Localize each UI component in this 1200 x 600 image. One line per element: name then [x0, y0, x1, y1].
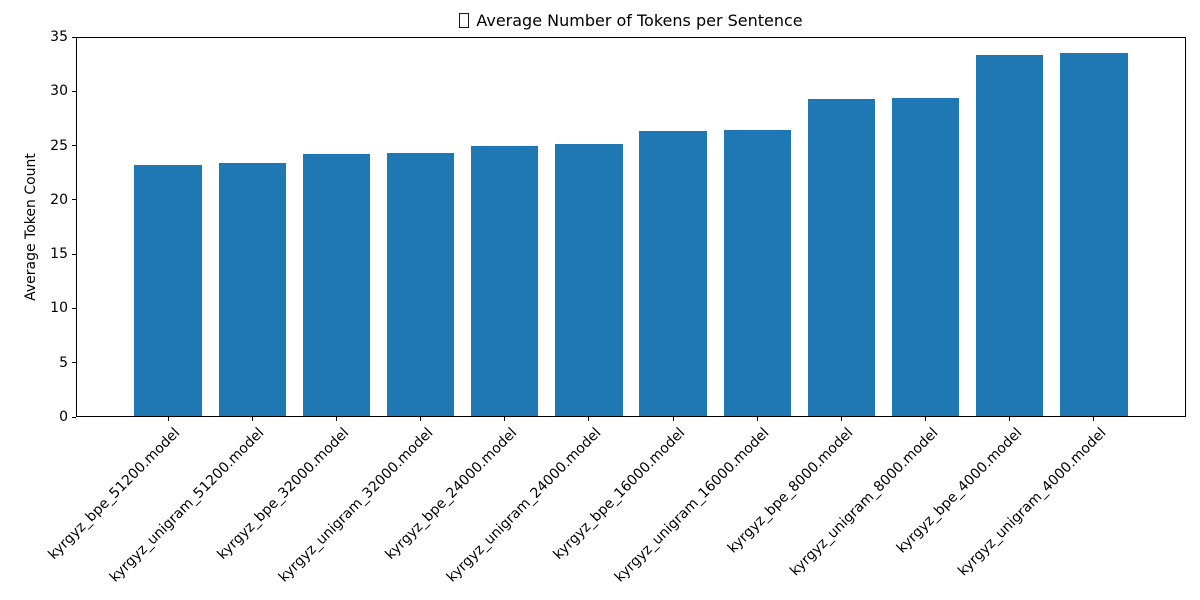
x-tick-label: kyrgyz_unigram_24000.model: [443, 425, 605, 586]
x-tick-mark: [167, 417, 169, 421]
bar: [1060, 53, 1128, 417]
y-tick-label: 20: [50, 191, 68, 208]
bar: [723, 130, 791, 417]
bar: [807, 98, 876, 417]
bar: [218, 162, 286, 417]
y-tick-mark: [72, 253, 76, 255]
x-tick-mark: [251, 417, 253, 421]
y-tick-label: 5: [59, 354, 68, 371]
x-tick-mark: [672, 417, 674, 421]
x-tick-label: kyrgyz_unigram_32000.model: [275, 425, 436, 586]
y-tick-mark: [72, 199, 76, 201]
y-tick-mark: [72, 416, 76, 418]
x-tick-mark: [335, 417, 337, 421]
bar: [386, 153, 455, 417]
bar: [976, 55, 1044, 417]
y-tick-label: 30: [50, 83, 68, 100]
bar: [891, 97, 960, 417]
bar: [134, 165, 202, 417]
x-tick-mark: [756, 417, 758, 421]
chart-title-text: Average Number of Tokens per Sentence: [476, 11, 803, 30]
y-tick-mark: [72, 36, 76, 38]
missing-glyph-icon: [459, 13, 470, 28]
x-tick-mark: [504, 417, 506, 421]
y-tick-mark: [72, 307, 76, 309]
x-tick-mark: [1093, 417, 1095, 421]
y-tick-label: 15: [50, 246, 68, 263]
x-tick-label: kyrgyz_unigram_8000.model: [786, 425, 941, 580]
y-tick-label: 0: [59, 409, 68, 425]
bar: [302, 154, 371, 417]
x-tick-mark: [1009, 417, 1011, 421]
x-tick-label: kyrgyz_unigram_51200.model: [107, 425, 268, 586]
y-tick-mark: [72, 90, 76, 92]
x-tick-label: kyrgyz_bpe_51200.model: [45, 425, 184, 563]
bar: [639, 131, 707, 417]
bar: [555, 144, 623, 417]
x-tick-label: kyrgyz_unigram_16000.model: [612, 425, 773, 586]
x-tick-mark: [840, 417, 842, 421]
y-tick-mark: [72, 145, 76, 147]
x-tick-mark: [420, 417, 422, 421]
y-tick-label: 25: [50, 137, 68, 154]
y-tick-label: 10: [50, 300, 68, 317]
x-tick-mark: [588, 417, 590, 421]
x-tick-label: kyrgyz_unigram_4000.model: [955, 425, 1110, 580]
chart-title: Average Number of Tokens per Sentence: [76, 11, 1186, 30]
bar: [471, 145, 539, 417]
y-tick-label: 35: [50, 29, 68, 45]
x-tick-mark: [925, 417, 927, 421]
y-tick-mark: [72, 362, 76, 364]
y-axis-label: Average Token Count: [23, 153, 39, 301]
